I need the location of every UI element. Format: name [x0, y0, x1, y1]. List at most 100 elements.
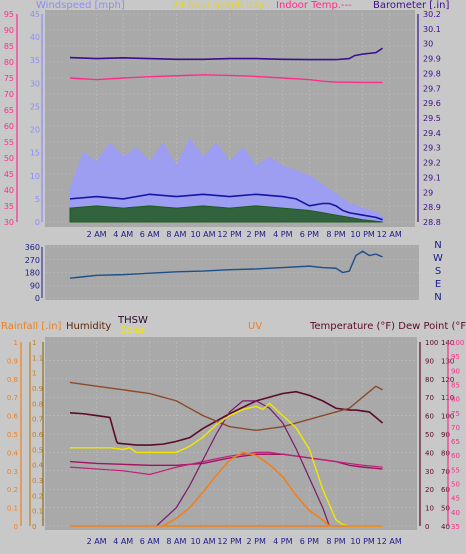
percent-axis-tick: 20 [425, 486, 434, 494]
dew-point-line [69, 453, 383, 470]
compass-label: N [434, 292, 441, 303]
x-axis-tick: 10 AM [190, 537, 215, 546]
barometer-axis-tick: 29 [423, 188, 433, 197]
dewpoint-axis-tick: 90 [451, 367, 460, 375]
x-axis-tick: 2 PM [247, 537, 266, 546]
barometer-axis-tick: 30.2 [423, 10, 441, 19]
humidity-header: Humidity [66, 321, 111, 332]
percent-axis-tick: 90 [425, 357, 434, 365]
wind-axis-tick: 35 [30, 56, 40, 65]
uv-axis-tick: 0.6 [32, 431, 44, 439]
dewpoint-axis-tick: 45 [451, 495, 460, 503]
wind-gust-line [69, 137, 384, 223]
x-axis-tick: 2 AM [87, 230, 107, 239]
direction-axis-tick: 180 [25, 269, 40, 278]
temperature-axis-tick: 40 [441, 523, 450, 531]
wind-axis-tick: 15 [30, 149, 40, 158]
left-axis-tick: 80 [4, 58, 14, 67]
uv-axis-tick: 0.1 [32, 508, 43, 516]
left-axis-tick: 35 [4, 202, 14, 211]
wind-axis-tick: 45 [30, 10, 40, 19]
x-axis-tick: 2 AM [87, 537, 107, 546]
solar-line [70, 402, 383, 527]
temperature-axis-tick: 50 [441, 505, 450, 513]
x-axis-tick: 6 AM [140, 537, 160, 546]
barometer-axis-tick: 29.9 [423, 55, 441, 64]
uv-axis-tick: 1 [32, 339, 36, 347]
percent-axis-tick: 80 [425, 376, 434, 384]
dewpoint-axis-tick: 50 [451, 481, 460, 489]
rain-axis-tick: 0.1 [7, 505, 18, 513]
x-axis-tick: 2 PM [247, 230, 266, 239]
temperature-axis-tick: 70 [441, 468, 450, 476]
percent-axis-tick: 50 [425, 431, 434, 439]
dewpoint-axis-tick: 70 [451, 424, 460, 432]
uv-axis-tick: 0.3 [32, 477, 43, 485]
temperature-header: Temperature (°F) Dew Point (°F) [309, 321, 466, 332]
x-axis-tick: 10 AM [190, 230, 215, 239]
direction-axis-tick: 0 [35, 294, 40, 303]
uv-axis-tick: 1.1 [32, 354, 43, 362]
indoor-temp-line [69, 74, 383, 84]
percent-axis-tick: 10 [425, 505, 434, 513]
percent-axis-tick: 40 [425, 449, 434, 457]
x-axis-tick: 4 AM [113, 537, 133, 546]
uv-header: UV [248, 321, 262, 332]
barometer-axis-tick: 29.7 [423, 84, 441, 93]
left-axis-tick: 75 [4, 74, 14, 83]
x-axis-tick: 6 PM [300, 230, 319, 239]
left-axis-tick: 45 [4, 170, 14, 179]
thsw-line [69, 451, 383, 476]
wind-axis-tick: 40 [30, 33, 40, 42]
dewpoint-axis-tick: 95 [451, 353, 460, 361]
dewpoint-axis-tick: 55 [451, 466, 460, 474]
barometer-header: Barometer [.in] [373, 0, 449, 11]
uv-axis-tick: 0.2 [32, 492, 43, 500]
left-axis-tick: 65 [4, 106, 14, 115]
thsw-header: THSW [117, 315, 148, 326]
indoor-temp-header: Indoor Temp. [276, 0, 341, 11]
x-axis-tick: 8 AM [166, 230, 186, 239]
rainfall-header: Rainfall [.in] [1, 321, 62, 332]
compass-label: E [435, 279, 441, 290]
uv-axis-tick: 0.4 [32, 462, 44, 470]
rain-axis-tick: 0 [14, 523, 18, 531]
barometer-line [69, 47, 383, 61]
left-axis-tick: 55 [4, 138, 14, 147]
wind-axis-tick: 20 [30, 126, 40, 135]
rain-axis-tick: 0.9 [7, 357, 18, 365]
barometer-axis-tick: 29.1 [423, 173, 441, 182]
x-axis-tick: 12 PM [217, 230, 242, 239]
barometer-axis-tick: 28.8 [423, 218, 441, 227]
rain-axis-tick: 0.2 [7, 486, 18, 494]
barometer-axis-tick: 28.9 [423, 203, 441, 212]
barometer-axis-tick: 29.3 [423, 144, 441, 153]
direction-plot-area [45, 245, 419, 300]
barometer-axis-tick: 29.5 [423, 114, 441, 123]
dewpoint-axis-tick: 65 [451, 438, 460, 446]
rain-axis-tick: 0.7 [7, 394, 18, 402]
left-axis-tick: 50 [4, 154, 14, 163]
x-axis-tick: 6 AM [140, 230, 160, 239]
windspeed-header: Windspeed [mph] [36, 0, 125, 11]
uv-axis-tick: 0.5 [32, 446, 43, 454]
wind-axis-tick: 10 [30, 172, 40, 181]
graph-title: 24 hour graph day [172, 0, 265, 11]
barometer-axis-tick: 30.1 [423, 25, 441, 34]
wind-axis-tick: 5 [35, 195, 40, 204]
temperature-axis-tick: 80 [441, 449, 450, 457]
barometer-axis-tick: 29.2 [423, 159, 441, 168]
rain-axis-tick: 0.6 [7, 413, 19, 421]
rain-axis-tick: 0.8 [7, 376, 18, 384]
wind-axis-tick: 30 [30, 79, 40, 88]
compass-label: N [434, 240, 441, 251]
barometer-axis-tick: 30 [423, 40, 433, 49]
dewpoint-axis-tick: 35 [451, 523, 460, 531]
x-axis-tick: 12 PM [217, 537, 242, 546]
left-axis-tick: 30 [4, 218, 14, 227]
dewpoint-axis-tick: 80 [451, 396, 460, 404]
barometer-axis-tick: 29.8 [423, 69, 441, 78]
wind-axis-tick: 25 [30, 102, 40, 111]
rain-axis-tick: 0.3 [7, 468, 18, 476]
